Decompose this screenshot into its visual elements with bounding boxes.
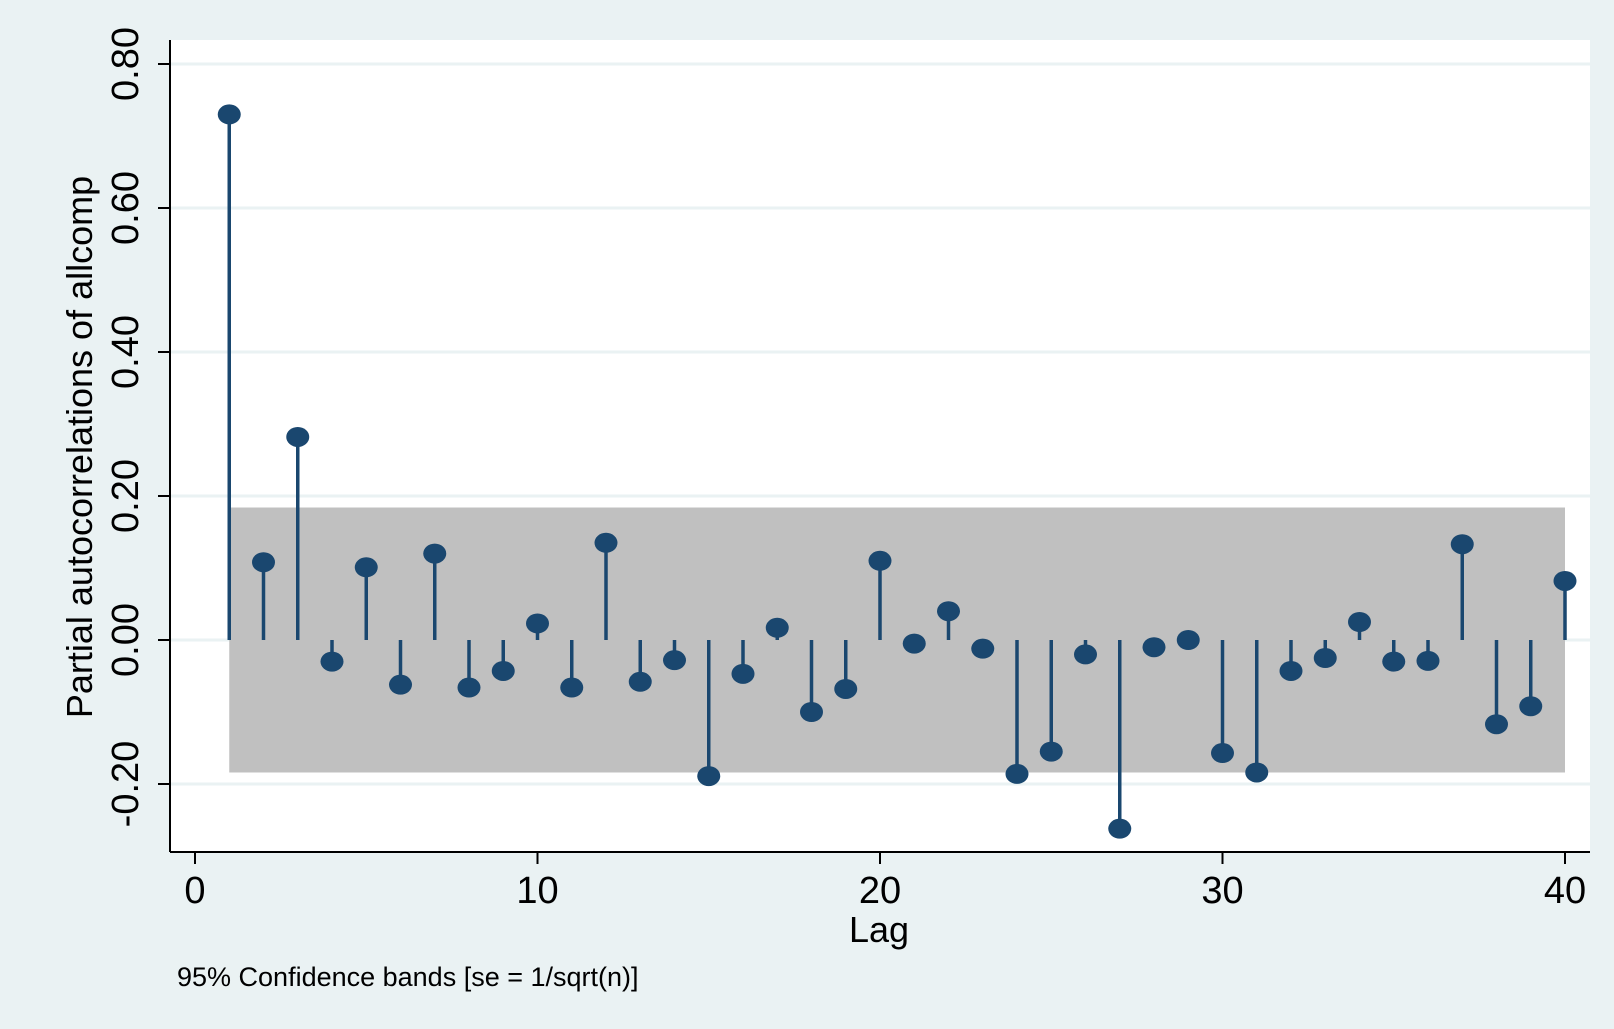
data-point: [663, 650, 686, 671]
data-point: [697, 766, 721, 787]
data-point: [731, 663, 755, 684]
y-tick-label: 0.00: [105, 603, 147, 677]
data-point: [560, 677, 584, 698]
y-tick-label: 0.20: [105, 459, 147, 533]
data-point: [902, 633, 926, 654]
y-axis-title: Partial autocorrelations of allcomp: [59, 176, 100, 718]
data-point: [1553, 570, 1577, 591]
data-point: [423, 543, 447, 564]
data-point: [1519, 696, 1543, 717]
data-point: [1039, 741, 1063, 762]
data-point: [1211, 743, 1234, 764]
x-axis-title: Lag: [849, 909, 909, 950]
data-point: [526, 613, 549, 634]
data-point: [868, 550, 892, 571]
data-point: [1416, 650, 1440, 671]
data-point: [457, 677, 481, 698]
x-tick-label: 10: [516, 870, 558, 912]
data-point: [354, 557, 378, 578]
data-point: [1074, 644, 1097, 665]
data-point: [320, 651, 344, 672]
data-points: [217, 104, 1577, 839]
data-point: [1348, 612, 1371, 632]
data-point: [1313, 648, 1337, 668]
data-point: [1245, 762, 1269, 783]
y-tick-label: -0.20: [105, 741, 147, 828]
x-tick-label: 30: [1201, 870, 1243, 912]
data-point: [1382, 651, 1406, 672]
chart-note: 95% Confidence bands [se = 1/sqrt(n)]: [177, 962, 639, 992]
y-tick-label: 0.40: [105, 315, 147, 389]
data-point: [765, 617, 789, 638]
data-point: [594, 532, 618, 553]
data-point: [1142, 637, 1166, 658]
data-point: [491, 660, 515, 681]
y-tick-label: 0.80: [105, 27, 147, 101]
x-tick-label: 20: [859, 870, 901, 912]
x-tick-label: 40: [1544, 870, 1586, 912]
data-point: [1279, 660, 1303, 681]
x-tick-label: 0: [184, 870, 205, 912]
data-point: [937, 601, 960, 622]
confidence-band: [229, 507, 1565, 773]
gridlines: [170, 62, 1590, 786]
data-point: [1005, 763, 1029, 784]
data-point: [1485, 714, 1508, 735]
y-axis-ticks: -0.20 0.00 0.20 0.40 0.60 0.80: [105, 27, 170, 827]
data-point: [1450, 534, 1474, 555]
data-point: [389, 674, 412, 695]
data-point: [286, 426, 310, 447]
y-tick-label: 0.60: [105, 171, 147, 245]
data-point: [1108, 818, 1132, 839]
data-point: [800, 702, 823, 722]
x-axis-ticks: 0 10 20 30 40: [184, 852, 1586, 912]
data-point: [628, 671, 652, 692]
data-point: [1176, 630, 1200, 650]
data-point: [834, 678, 858, 699]
data-point: [252, 552, 275, 573]
data-point: [971, 638, 995, 659]
data-point: [217, 104, 241, 125]
